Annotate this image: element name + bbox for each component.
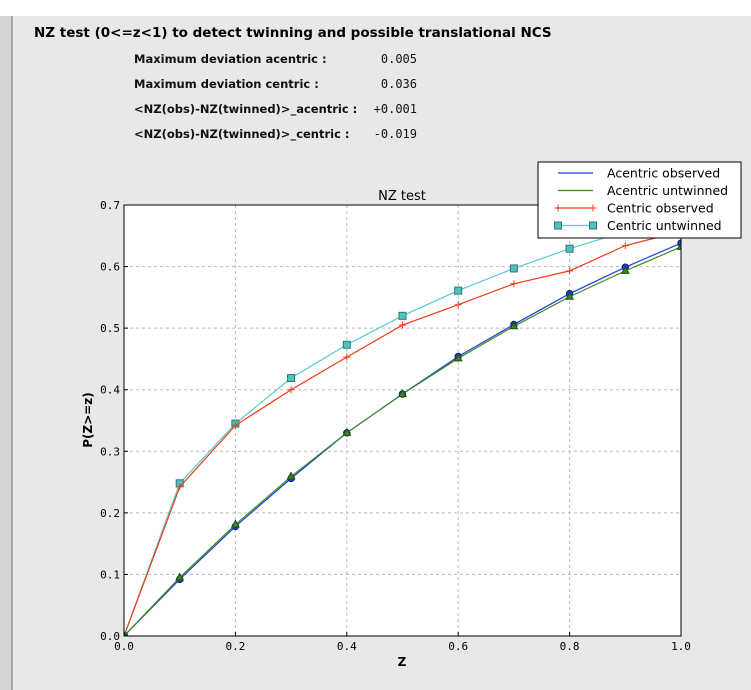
stat-value-max-dev-acentric: 0.005: [380, 52, 417, 66]
data-point: [124, 630, 127, 636]
data-point: [175, 572, 185, 581]
legend-entry: Centric observed: [554, 201, 714, 216]
legend-label: Acentric untwinned: [607, 183, 728, 198]
data-point: [286, 471, 296, 480]
data-point: [287, 386, 295, 394]
y-tick-label: 0.1: [100, 568, 120, 581]
data-point: [510, 280, 518, 288]
data-point: [343, 353, 351, 361]
y-tick-label: 0.3: [100, 445, 120, 458]
data-point: [676, 241, 681, 250]
y-axis-label: P(Z>=z): [81, 392, 95, 448]
data-point: [398, 311, 407, 320]
data-point: [621, 242, 629, 250]
x-tick-label: 0.6: [448, 640, 468, 653]
legend-marker: [554, 204, 562, 212]
data-point: [454, 301, 462, 309]
legend-marker: [589, 204, 597, 212]
x-tick-label: 0.0: [114, 640, 134, 653]
stat-label-max-dev-acentric: Maximum deviation acentric :: [134, 52, 327, 66]
data-point: [287, 374, 296, 383]
x-tick-label: 0.4: [337, 640, 357, 653]
series-centric-observed: [124, 227, 681, 636]
chart-title: NZ test: [378, 189, 426, 204]
data-point: [176, 483, 184, 491]
data-point: [230, 519, 240, 528]
stat-label-nz-acentric: <NZ(obs)-NZ(twinned)>_acentric :: [134, 102, 358, 116]
stat-label-nz-centric: <NZ(obs)-NZ(twinned)>_centric :: [134, 127, 350, 141]
legend-entry: Acentric untwinned: [558, 183, 728, 198]
legend-marker: [554, 221, 562, 230]
data-point: [509, 321, 519, 330]
data-point: [342, 427, 352, 436]
x-tick-label: 1.0: [671, 640, 691, 653]
legend-marker: [589, 221, 597, 230]
x-tick-label: 0.2: [225, 640, 245, 653]
legend-label: Acentric observed: [607, 166, 720, 181]
x-tick-label: 0.8: [560, 640, 580, 653]
data-point: [399, 321, 406, 329]
y-tick-label: 0.4: [100, 384, 120, 397]
legend-entry: Acentric observed: [558, 166, 720, 181]
legend: Acentric observed Acentric untwinned Centr…: [537, 161, 742, 239]
plot-area: [124, 205, 681, 636]
y-tick-label: 0.0: [100, 630, 120, 643]
stat-label-max-dev-centric: Maximum deviation centric :: [134, 77, 319, 91]
legend-label: Centric untwinned: [607, 218, 722, 233]
stat-value-max-dev-centric: 0.036: [380, 77, 417, 91]
data-point: [565, 291, 575, 300]
legend-label: Centric observed: [607, 201, 714, 216]
data-point: [454, 286, 463, 295]
data-point: [231, 421, 239, 429]
x-axis-label: Z: [398, 655, 407, 669]
series-acentric-untwinned: [124, 241, 681, 636]
y-tick-label: 0.5: [100, 322, 120, 335]
stat-value-nz-centric: -0.019: [373, 127, 417, 141]
data-point: [342, 340, 351, 349]
data-point: [509, 264, 518, 273]
y-tick-label: 0.2: [100, 507, 120, 520]
data-point: [620, 265, 630, 274]
y-tick-label: 0.7: [100, 199, 120, 212]
ticks: 0.0 0.2 0.4 0.6 0.8 1.0 0.0 0.1 0.2 0.3 0.4 0.5 0.6 0…: [100, 199, 691, 653]
data-point: [566, 267, 574, 275]
left-border: [0, 16, 13, 690]
section-title: NZ test (0<=z<1) to detect twinning and …: [34, 25, 552, 41]
legend-entry: Centric untwinned: [554, 218, 722, 233]
data-point: [398, 388, 407, 398]
data-point: [453, 353, 463, 362]
y-tick-label: 0.6: [100, 261, 120, 274]
data-point: [565, 244, 574, 253]
plot-frame: [123, 204, 682, 637]
stat-value-nz-acentric: +0.001: [373, 102, 417, 116]
